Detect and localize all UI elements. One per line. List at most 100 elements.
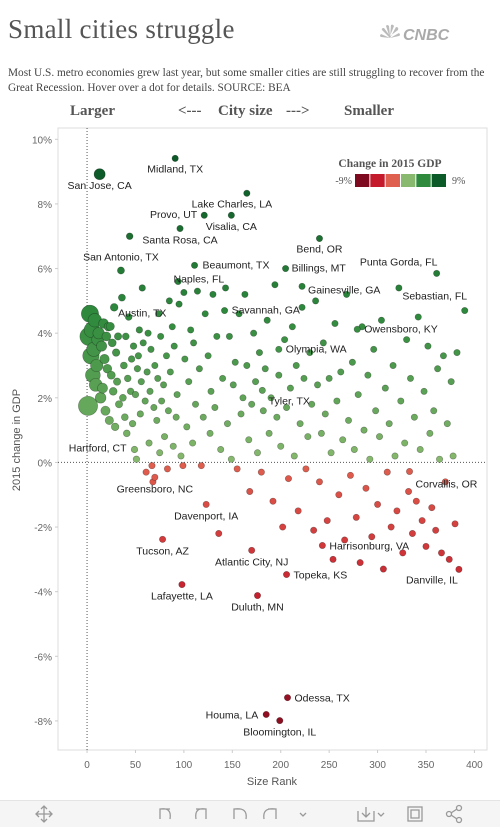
point[interactable] — [168, 323, 176, 331]
point[interactable] — [179, 462, 187, 470]
point[interactable] — [461, 307, 469, 315]
point[interactable] — [366, 455, 374, 463]
point[interactable] — [354, 391, 362, 399]
point[interactable] — [284, 475, 292, 483]
point[interactable] — [154, 374, 162, 382]
point[interactable] — [146, 387, 154, 395]
point[interactable] — [395, 284, 403, 292]
point[interactable] — [298, 282, 306, 290]
point[interactable] — [331, 319, 339, 327]
point[interactable] — [145, 439, 153, 447]
point[interactable] — [96, 340, 108, 352]
point[interactable] — [432, 526, 440, 534]
point[interactable] — [304, 433, 312, 441]
point[interactable] — [364, 371, 372, 379]
point[interactable] — [114, 332, 123, 341]
point[interactable] — [123, 429, 131, 438]
point[interactable] — [223, 420, 231, 428]
point[interactable] — [200, 211, 208, 219]
point[interactable] — [100, 405, 111, 416]
point[interactable] — [141, 397, 149, 405]
point[interactable] — [271, 281, 279, 289]
point[interactable] — [94, 392, 107, 404]
point[interactable] — [292, 361, 300, 369]
point[interactable] — [121, 413, 129, 421]
point[interactable] — [261, 365, 269, 373]
point[interactable] — [171, 154, 179, 162]
point[interactable] — [197, 462, 205, 470]
move-button[interactable] — [35, 805, 53, 823]
point[interactable] — [312, 297, 320, 305]
point[interactable] — [102, 364, 113, 374]
point[interactable] — [255, 349, 263, 357]
point[interactable] — [276, 717, 284, 725]
point[interactable] — [290, 452, 298, 460]
point[interactable] — [348, 358, 356, 366]
point[interactable] — [277, 442, 285, 450]
point[interactable] — [439, 352, 447, 360]
point[interactable] — [437, 549, 445, 557]
point[interactable] — [447, 378, 455, 386]
point[interactable] — [161, 433, 169, 441]
point[interactable] — [158, 397, 166, 405]
point[interactable] — [259, 407, 267, 415]
point[interactable] — [177, 452, 185, 460]
point[interactable] — [389, 361, 397, 369]
point[interactable] — [159, 535, 167, 543]
point[interactable] — [169, 442, 177, 450]
point[interactable] — [128, 420, 137, 428]
point[interactable] — [217, 446, 225, 454]
point[interactable] — [101, 331, 112, 342]
point[interactable] — [115, 400, 123, 409]
point[interactable] — [124, 374, 132, 383]
point[interactable] — [201, 310, 209, 318]
point[interactable] — [172, 413, 180, 421]
point[interactable] — [302, 465, 310, 473]
point[interactable] — [166, 368, 174, 376]
point[interactable] — [350, 446, 358, 454]
point[interactable] — [453, 349, 461, 357]
point[interactable] — [449, 452, 457, 460]
point[interactable] — [353, 325, 361, 333]
point[interactable] — [253, 449, 261, 457]
point[interactable] — [187, 326, 195, 334]
point[interactable] — [160, 381, 168, 389]
point[interactable] — [246, 488, 254, 496]
point[interactable] — [134, 352, 142, 360]
point[interactable] — [408, 530, 416, 538]
point[interactable] — [125, 232, 134, 240]
point[interactable] — [97, 382, 108, 394]
point[interactable] — [318, 541, 326, 549]
point[interactable] — [339, 436, 347, 444]
point[interactable] — [164, 407, 172, 415]
point[interactable] — [321, 410, 329, 418]
point[interactable] — [204, 352, 212, 360]
point[interactable] — [281, 336, 289, 344]
point[interactable] — [263, 316, 271, 324]
reset-button[interactable] — [233, 808, 247, 820]
point[interactable] — [426, 429, 434, 437]
point[interactable] — [433, 269, 441, 277]
share-button[interactable] — [445, 804, 463, 824]
point[interactable] — [416, 446, 424, 454]
point[interactable] — [231, 358, 239, 366]
point[interactable] — [374, 500, 382, 508]
point[interactable] — [405, 488, 413, 496]
point[interactable] — [248, 400, 256, 408]
point[interactable] — [345, 416, 353, 424]
point[interactable] — [181, 355, 189, 363]
point[interactable] — [233, 465, 241, 473]
point[interactable] — [136, 410, 144, 418]
point[interactable] — [325, 374, 333, 382]
point[interactable] — [283, 403, 291, 411]
point[interactable] — [381, 384, 389, 392]
point[interactable] — [189, 439, 197, 447]
point[interactable] — [387, 523, 395, 531]
point[interactable] — [308, 400, 316, 408]
point[interactable] — [319, 339, 327, 347]
point[interactable] — [235, 310, 243, 318]
point[interactable] — [175, 300, 183, 308]
point[interactable] — [144, 329, 152, 337]
point[interactable] — [412, 497, 420, 505]
point[interactable] — [119, 393, 127, 402]
